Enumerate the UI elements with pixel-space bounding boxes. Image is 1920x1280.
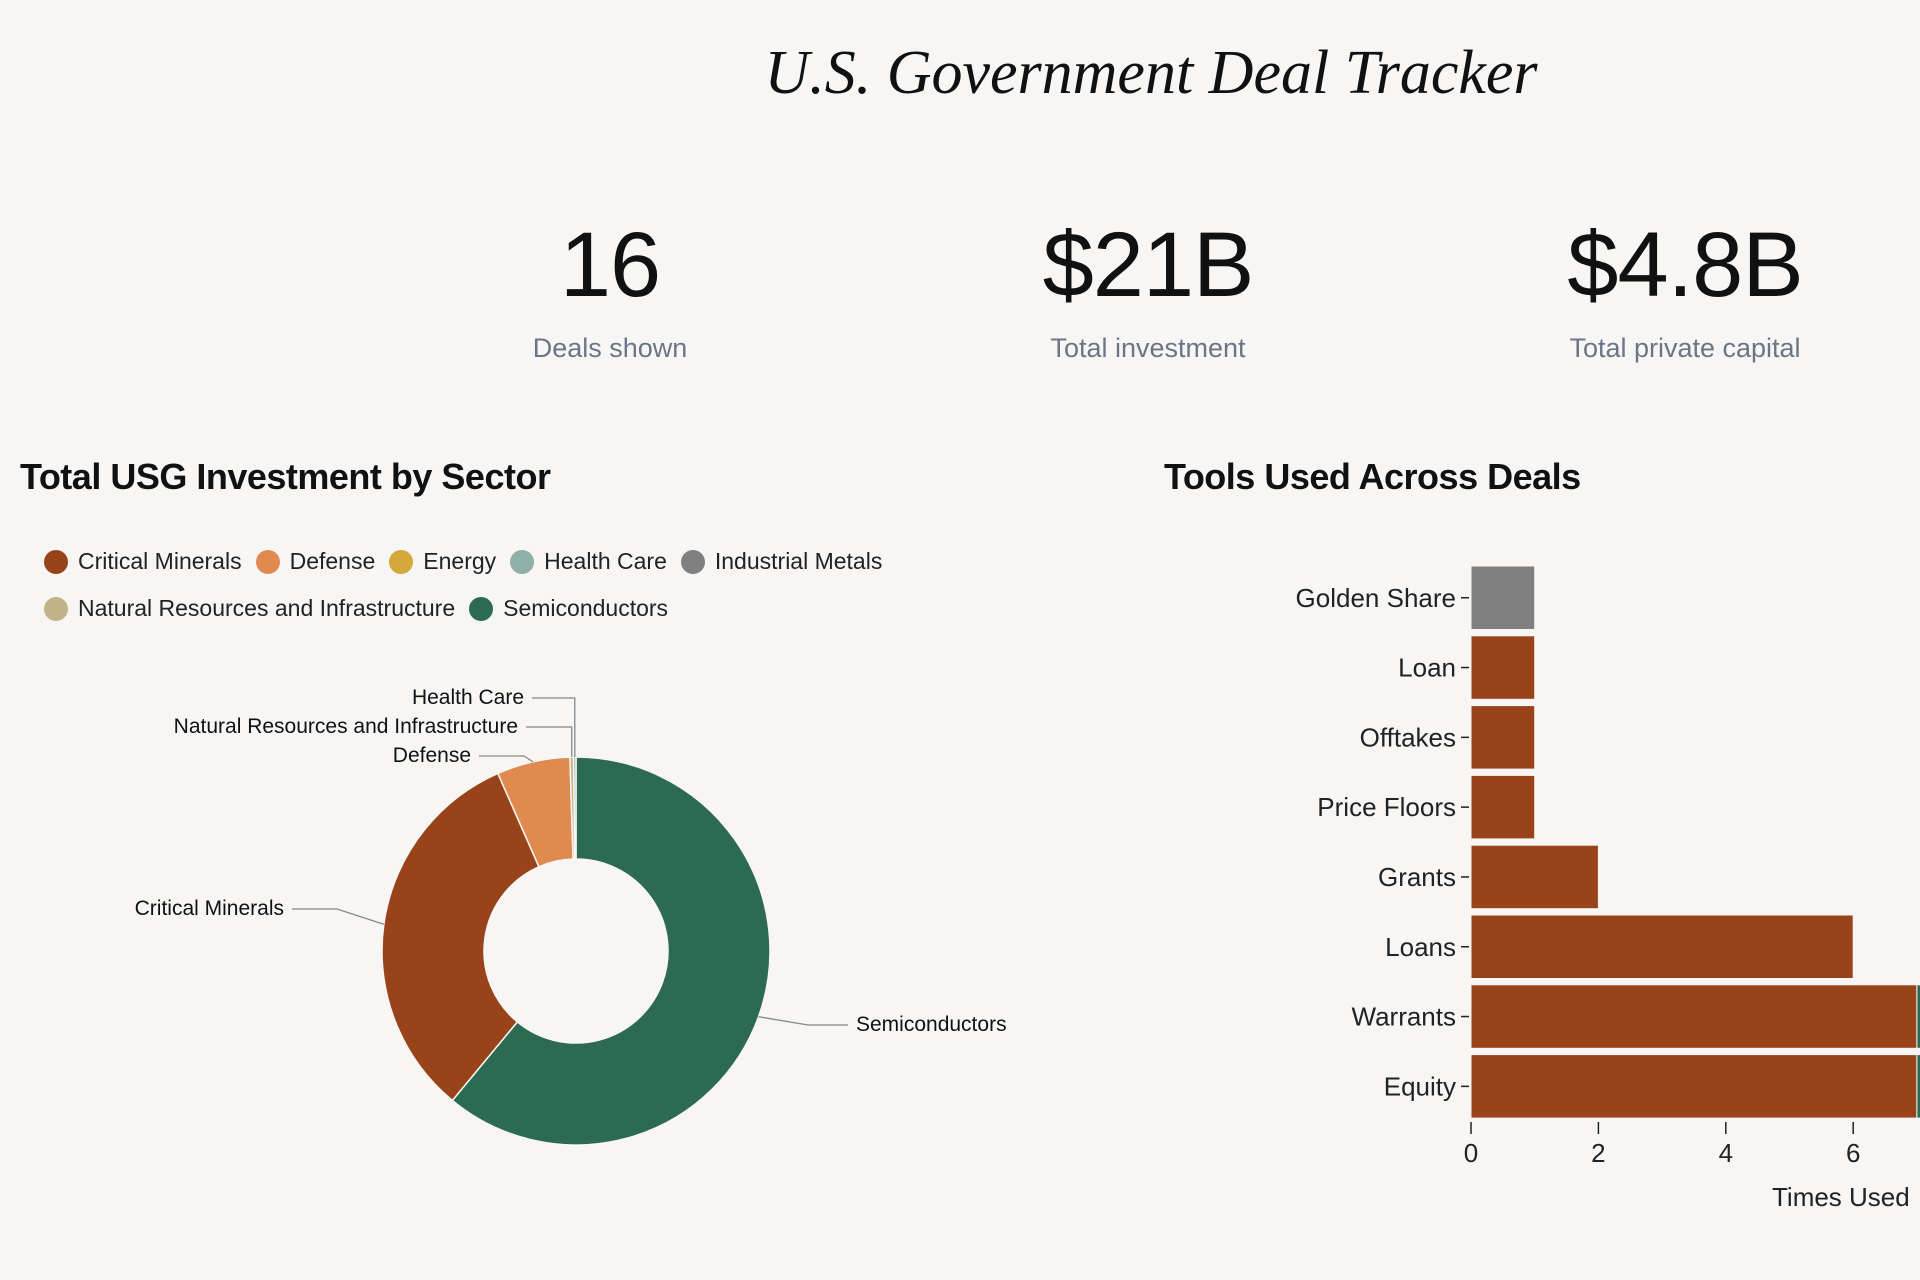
legend-swatch <box>469 596 494 621</box>
donut-label: Semiconductors <box>856 1013 1007 1036</box>
y-tick-label: Loans <box>1385 932 1456 962</box>
donut-leader-line <box>292 908 385 925</box>
legend-item[interactable]: Critical Minerals <box>44 548 242 575</box>
legend-swatch <box>389 549 414 574</box>
legend-item[interactable]: Semiconductors <box>469 595 668 622</box>
legend-label: Semiconductors <box>503 595 669 621</box>
donut-leader-line <box>758 1016 848 1026</box>
donut-label: Health Care <box>412 686 524 709</box>
legend-swatch <box>680 549 705 574</box>
stat-label: Total investment <box>1050 333 1246 363</box>
stat-investment: $21B Total investment <box>898 215 1398 364</box>
donut-slice-critical-minerals[interactable] <box>381 772 540 1102</box>
x-tick-label: 2 <box>1591 1138 1605 1168</box>
x-tick-label: 4 <box>1719 1138 1733 1168</box>
bar-equity-semiconductors[interactable] <box>1916 1054 1920 1119</box>
legend-label: Health Care <box>544 548 667 574</box>
y-tick-label: Grants <box>1378 862 1456 892</box>
bar-price-floors-critical-minerals[interactable] <box>1470 774 1536 840</box>
y-tick-label: Warrants <box>1352 1002 1457 1032</box>
donut-label: Critical Minerals <box>135 897 284 920</box>
legend-label: Energy <box>423 548 497 574</box>
donut-leader-line <box>532 697 576 758</box>
bar-grants-critical-minerals[interactable] <box>1470 844 1599 910</box>
legend-item[interactable]: Natural Resources and Infrastructure <box>44 595 455 622</box>
legend-item[interactable]: Defense <box>255 548 376 575</box>
legend-label: Critical Minerals <box>78 548 242 574</box>
bar-equity-critical-minerals[interactable] <box>1470 1054 1918 1119</box>
x-tick-label: 0 <box>1464 1138 1478 1168</box>
stat-label: Deals shown <box>532 333 688 363</box>
donut-label: Natural Resources and Infrastructure <box>174 715 518 738</box>
legend-label: Industrial Metals <box>714 548 883 574</box>
legend-swatch <box>44 549 68 574</box>
tools-chart-heading: Tools Used Across Deals <box>1164 456 1581 497</box>
stat-value: $4.8B <box>1567 214 1803 316</box>
x-tick-label: 6 <box>1846 1138 1860 1168</box>
sector-legend: Critical Minerals Defense Energy Health Car… <box>44 548 964 642</box>
bar-loans-critical-minerals[interactable] <box>1470 914 1854 979</box>
legend-item[interactable]: Energy <box>389 548 496 575</box>
stat-deals: 16 Deals shown <box>360 215 860 364</box>
legend-swatch <box>255 549 280 574</box>
donut-leader-line <box>526 726 573 758</box>
page-title: U.S. Government Deal Tracker <box>764 39 1538 107</box>
legend-swatch <box>44 596 68 621</box>
y-tick-label: Loan <box>1398 653 1456 683</box>
legend-label: Natural Resources and Infrastructure <box>78 595 456 621</box>
y-tick-label: Equity <box>1384 1071 1456 1101</box>
y-tick-label: Golden Share <box>1296 583 1456 613</box>
stat-value: $21B <box>1042 214 1255 316</box>
donut-slice-semiconductors[interactable] <box>451 756 771 1146</box>
bar-golden-share-industrial-metals[interactable] <box>1470 565 1536 630</box>
donut-leader-line <box>479 755 534 763</box>
bar-loan-critical-minerals[interactable] <box>1470 635 1536 700</box>
stat-value: 16 <box>559 214 661 316</box>
stat-private-capital: $4.8B Total private capital <box>1435 215 1920 364</box>
bar-warrants-critical-minerals[interactable] <box>1470 984 1918 1049</box>
legend-item[interactable]: Health Care <box>510 548 667 575</box>
y-tick-label: Price Floors <box>1317 792 1456 822</box>
legend-item[interactable]: Industrial Metals <box>680 548 883 575</box>
bar-offtakes-critical-minerals[interactable] <box>1470 705 1536 770</box>
legend-swatch <box>510 549 535 574</box>
sector-chart-heading: Total USG Investment by Sector <box>20 456 551 497</box>
bar-warrants-semiconductors[interactable] <box>1916 984 1920 1049</box>
legend-label: Defense <box>289 548 376 574</box>
x-axis-label: Times Used <box>1772 1182 1910 1212</box>
y-tick-label: Offtakes <box>1360 722 1456 752</box>
stat-label: Total private capital <box>1569 333 1801 363</box>
donut-slice-health-care[interactable] <box>572 756 577 860</box>
donut-label: Defense <box>393 744 471 767</box>
